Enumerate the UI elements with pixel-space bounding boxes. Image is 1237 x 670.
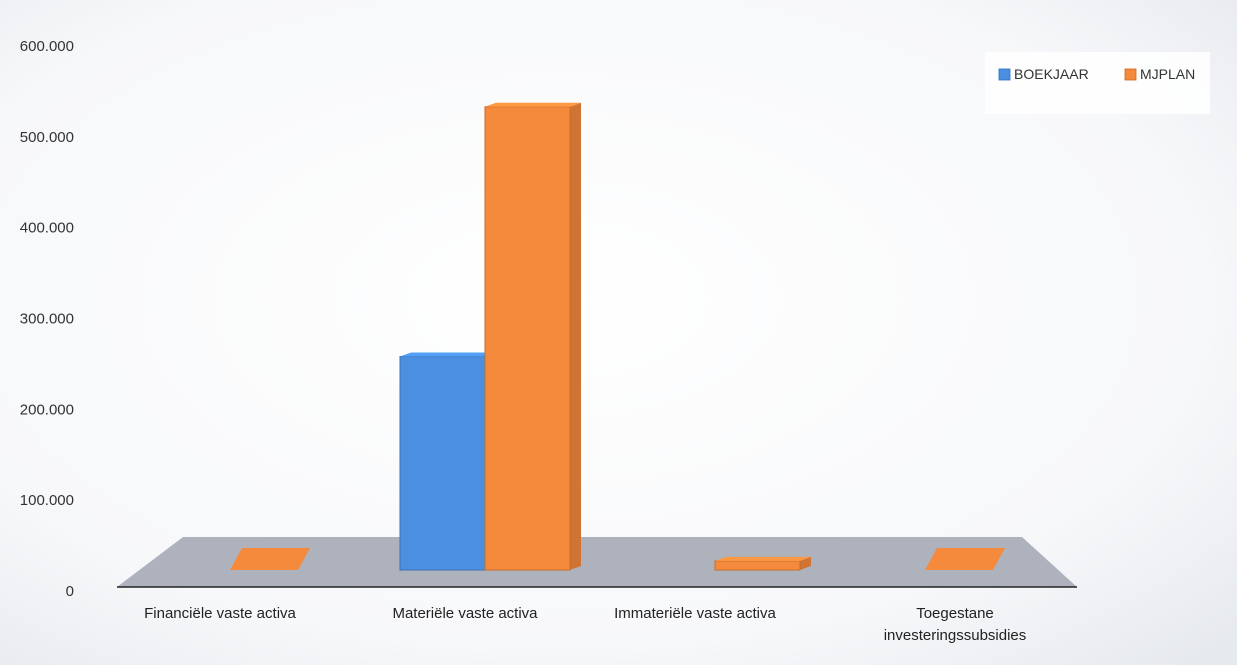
legend-swatch-boekjaar	[998, 68, 1011, 81]
x-tick-label: investeringssubsidies	[884, 627, 1027, 644]
y-tick-label: 500.000	[20, 129, 74, 146]
bar-front	[714, 560, 801, 571]
y-tick-label: 300.000	[20, 311, 74, 328]
bar-side	[570, 102, 581, 570]
legend-box	[985, 52, 1210, 114]
y-tick-label: 0	[66, 583, 74, 600]
legend-label-mjplan: MJPLAN	[1140, 66, 1195, 82]
legend-label-boekjaar: BOEKJAAR	[1014, 66, 1089, 82]
legend-swatch-mjplan	[1124, 68, 1137, 81]
x-tick-label: Toegestane	[916, 605, 994, 622]
bar-mjplan-0-zero	[230, 548, 310, 570]
x-tick-label: Materiële vaste activa	[392, 605, 538, 622]
y-tick-label: 400.000	[20, 220, 74, 237]
bar-side	[800, 556, 811, 570]
y-tick-label: 200.000	[20, 401, 74, 418]
bar-top	[485, 102, 581, 107]
bar-mjplan-1	[484, 102, 581, 571]
bar-mjplan-3-zero	[925, 548, 1005, 570]
bar-top	[715, 556, 811, 561]
x-tick-label: Immateriële vaste activa	[614, 605, 776, 622]
bar-front	[399, 356, 486, 571]
x-tick-label: Financiële vaste activa	[144, 605, 296, 622]
bar-front	[484, 106, 571, 571]
y-tick-label: 600.000	[20, 38, 74, 55]
legend: BOEKJAAR MJPLAN	[985, 52, 1210, 114]
bar-mjplan-2	[714, 556, 811, 571]
y-tick-label: 100.000	[20, 492, 74, 509]
bar-boekjaar-1	[399, 352, 496, 571]
chart-floor	[117, 537, 1077, 587]
bar-top	[400, 352, 496, 357]
